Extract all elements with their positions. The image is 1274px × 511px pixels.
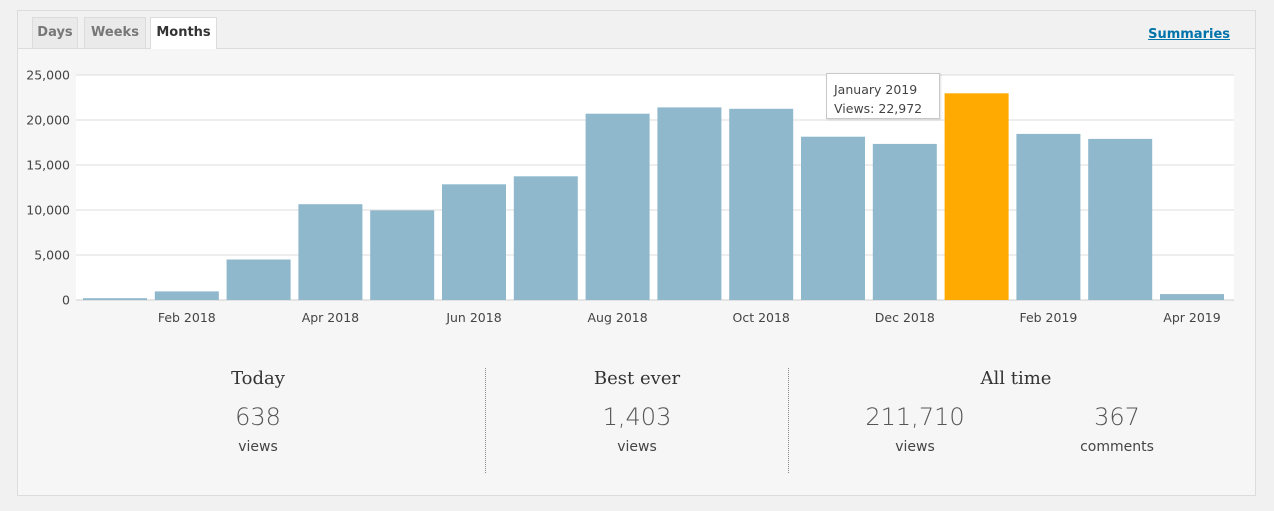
y-tick-label: 25,000 <box>26 68 70 83</box>
y-tick-label: 10,000 <box>26 203 70 218</box>
today-heading: Today <box>231 368 285 389</box>
bar-apr-2019[interactable] <box>1160 294 1224 300</box>
bar-apr-2018[interactable] <box>298 204 363 300</box>
x-tick-label: Aug 2018 <box>587 310 647 325</box>
stat-best-ever: Best ever 1,403 views <box>537 368 737 455</box>
x-tick-label: Feb 2019 <box>1019 310 1077 325</box>
bar-feb-2019[interactable] <box>1016 133 1081 300</box>
summary-stats: Today 638 views Best ever 1,403 views Al… <box>17 368 1256 478</box>
tab-weeks[interactable]: Weeks <box>84 17 146 48</box>
y-tick-label: 20,000 <box>26 113 70 128</box>
tab-months[interactable]: Months <box>150 17 217 49</box>
bar-mar-2019[interactable] <box>1088 138 1153 300</box>
period-tabs: Days Weeks Months Summaries <box>18 11 1255 49</box>
y-tick-label: 5,000 <box>34 248 70 263</box>
bar-jan-2019[interactable] <box>944 93 1009 300</box>
stat-divider <box>485 368 486 473</box>
tooltip-value: Views: 22,972 <box>834 101 923 116</box>
x-tick-label: Apr 2019 <box>1163 310 1220 325</box>
y-tick-label: 15,000 <box>26 158 70 173</box>
chart-tooltip: January 2019 Views: 22,972 <box>826 73 940 119</box>
tooltip-title: January 2019 <box>834 82 918 97</box>
best-ever-heading: Best ever <box>593 368 681 389</box>
bar-jun-2018[interactable] <box>442 184 506 300</box>
summaries-link[interactable]: Summaries <box>1148 27 1230 42</box>
all-time-comments-value: 367 <box>1094 403 1140 431</box>
bar-sep-2018[interactable] <box>657 107 722 301</box>
best-ever-value: 1,403 <box>602 403 672 431</box>
y-tick-label: 0 <box>62 293 70 308</box>
all-time-heading: All time <box>980 368 1052 389</box>
best-ever-label: views <box>617 439 657 455</box>
all-time-views-value: 211,710 <box>865 403 965 431</box>
x-tick-label: Dec 2018 <box>875 310 935 325</box>
bar-jul-2018[interactable] <box>513 176 578 301</box>
tab-days[interactable]: Days <box>32 17 78 48</box>
stat-divider <box>788 368 789 473</box>
x-tick-label: Jun 2018 <box>445 310 501 325</box>
bar-nov-2018[interactable] <box>801 136 865 300</box>
x-tick-label: Feb 2018 <box>158 310 216 325</box>
views-bar-chart: 0 5,000 10,000 15,000 20,000 25,000 Feb 2018 A… <box>26 68 1234 325</box>
x-tick-label: Apr 2018 <box>302 310 359 325</box>
bar-mar-2018[interactable] <box>226 259 291 301</box>
today-views-value: 638 <box>235 403 281 431</box>
stat-all-time-comments: 367 comments <box>1017 368 1217 455</box>
bar-jan-2018[interactable] <box>83 298 147 300</box>
all-time-views-label: views <box>895 439 935 455</box>
x-tick-label: Oct 2018 <box>732 310 789 325</box>
today-views-label: views <box>238 439 278 455</box>
stat-all-time-views: 211,710 views <box>815 368 1015 455</box>
bar-dec-2018[interactable] <box>872 143 937 300</box>
bar-oct-2018[interactable] <box>729 108 794 301</box>
bar-feb-2018[interactable] <box>154 291 219 300</box>
bar-aug-2018[interactable] <box>585 113 650 300</box>
stat-all-time: All time <box>916 368 1116 389</box>
bar-may-2018[interactable] <box>370 210 435 300</box>
all-time-comments-label: comments <box>1080 439 1154 455</box>
stat-today: Today 638 views <box>158 368 358 455</box>
